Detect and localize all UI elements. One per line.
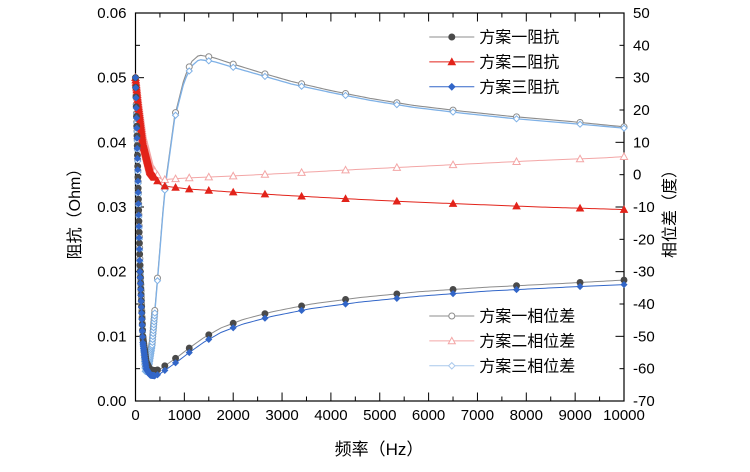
svg-text:方案二相位差: 方案二相位差	[479, 332, 575, 350]
svg-text:-10: -10	[633, 199, 655, 216]
svg-text:-20: -20	[633, 231, 655, 248]
svg-text:2000: 2000	[217, 407, 250, 424]
svg-text:-70: -70	[633, 393, 655, 410]
svg-text:30: 30	[633, 70, 650, 87]
svg-text:阻抗（Ohm）: 阻抗（Ohm）	[66, 161, 84, 260]
svg-text:方案一阻抗: 方案一阻抗	[479, 29, 559, 47]
svg-text:-50: -50	[633, 328, 655, 345]
svg-text:方案三相位差: 方案三相位差	[479, 357, 575, 375]
svg-text:0.00: 0.00	[97, 393, 126, 410]
svg-text:3000: 3000	[265, 407, 298, 424]
svg-text:9000: 9000	[558, 407, 591, 424]
svg-text:20: 20	[633, 102, 650, 119]
svg-text:8000: 8000	[510, 407, 543, 424]
svg-text:0.06: 0.06	[97, 5, 126, 22]
svg-text:0: 0	[633, 167, 641, 184]
svg-text:0.01: 0.01	[97, 328, 126, 345]
svg-text:方案二阻抗: 方案二阻抗	[479, 53, 559, 71]
svg-text:0.04: 0.04	[97, 134, 126, 151]
svg-text:频率（Hz）: 频率（Hz）	[335, 440, 424, 459]
svg-text:50: 50	[633, 5, 650, 22]
svg-text:0.05: 0.05	[97, 70, 126, 87]
svg-text:-30: -30	[633, 264, 655, 281]
svg-text:相位差（度）: 相位差（度）	[661, 162, 679, 258]
svg-text:5000: 5000	[363, 407, 396, 424]
svg-text:0: 0	[131, 407, 139, 424]
svg-text:方案三阻抗: 方案三阻抗	[479, 78, 559, 96]
svg-text:6000: 6000	[412, 407, 445, 424]
svg-text:4000: 4000	[314, 407, 347, 424]
svg-text:-40: -40	[633, 296, 655, 313]
svg-text:0.03: 0.03	[97, 199, 126, 216]
svg-text:0.02: 0.02	[97, 264, 126, 281]
svg-text:1000: 1000	[168, 407, 201, 424]
svg-text:方案一相位差: 方案一相位差	[479, 308, 575, 326]
svg-text:7000: 7000	[461, 407, 494, 424]
svg-text:40: 40	[633, 37, 650, 54]
svg-text:-60: -60	[633, 361, 655, 378]
svg-text:10: 10	[633, 134, 650, 151]
